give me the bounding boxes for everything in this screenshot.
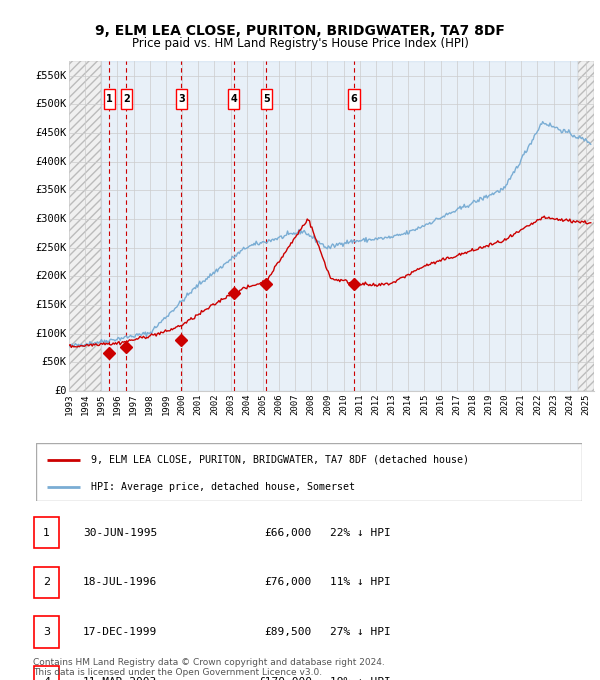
FancyBboxPatch shape <box>349 89 360 109</box>
FancyBboxPatch shape <box>176 89 187 109</box>
Text: 18-JUL-1996: 18-JUL-1996 <box>83 577 157 588</box>
Text: 2009: 2009 <box>323 394 332 415</box>
Text: £450K: £450K <box>35 128 67 138</box>
Text: 2023: 2023 <box>549 394 558 415</box>
Text: £400K: £400K <box>35 156 67 167</box>
Text: 1998: 1998 <box>145 394 154 415</box>
Text: 2018: 2018 <box>469 394 478 415</box>
Text: 2012: 2012 <box>371 394 380 415</box>
Text: HPI: Average price, detached house, Somerset: HPI: Average price, detached house, Some… <box>91 481 355 492</box>
Text: 5: 5 <box>263 94 270 104</box>
Text: 2007: 2007 <box>290 394 299 415</box>
Text: 1993: 1993 <box>65 394 74 415</box>
Text: 2005: 2005 <box>259 394 268 415</box>
Text: Price paid vs. HM Land Registry's House Price Index (HPI): Price paid vs. HM Land Registry's House … <box>131 37 469 50</box>
Text: 17-DEC-1999: 17-DEC-1999 <box>83 627 157 637</box>
Text: £350K: £350K <box>35 185 67 195</box>
Text: 2016: 2016 <box>436 394 445 415</box>
Text: 2011: 2011 <box>355 394 364 415</box>
Text: 2019: 2019 <box>485 394 493 415</box>
Text: 2001: 2001 <box>194 394 203 415</box>
Text: 2021: 2021 <box>517 394 526 415</box>
Text: 30-JUN-1995: 30-JUN-1995 <box>83 528 157 538</box>
Text: 4: 4 <box>230 94 237 104</box>
Text: 1: 1 <box>106 94 113 104</box>
Text: 3: 3 <box>178 94 185 104</box>
Text: £50K: £50K <box>41 357 67 367</box>
Text: 4: 4 <box>43 677 50 680</box>
FancyBboxPatch shape <box>228 89 239 109</box>
Text: 19% ↓ HPI: 19% ↓ HPI <box>330 677 391 680</box>
Text: 1996: 1996 <box>113 394 122 415</box>
Text: Contains HM Land Registry data © Crown copyright and database right 2024.: Contains HM Land Registry data © Crown c… <box>33 658 385 667</box>
Text: 11% ↓ HPI: 11% ↓ HPI <box>330 577 391 588</box>
Text: 2000: 2000 <box>178 394 187 415</box>
Bar <box>101 61 578 391</box>
Text: 2017: 2017 <box>452 394 461 415</box>
Text: £66,000: £66,000 <box>265 528 312 538</box>
Text: 2015: 2015 <box>420 394 429 415</box>
Text: 1: 1 <box>43 528 50 538</box>
Text: 2: 2 <box>43 577 50 588</box>
Text: 2006: 2006 <box>275 394 284 415</box>
FancyBboxPatch shape <box>121 89 132 109</box>
FancyBboxPatch shape <box>104 89 115 109</box>
Text: £170,000: £170,000 <box>258 677 312 680</box>
Text: 2025: 2025 <box>581 394 590 415</box>
Text: £76,000: £76,000 <box>265 577 312 588</box>
Text: 1997: 1997 <box>129 394 138 415</box>
Text: 1999: 1999 <box>161 394 170 415</box>
Text: £150K: £150K <box>35 300 67 310</box>
Text: 27% ↓ HPI: 27% ↓ HPI <box>330 627 391 637</box>
Text: 2003: 2003 <box>226 394 235 415</box>
Text: 2004: 2004 <box>242 394 251 415</box>
Text: This data is licensed under the Open Government Licence v3.0.: This data is licensed under the Open Gov… <box>33 668 322 677</box>
Text: 2020: 2020 <box>500 394 509 415</box>
Text: 2: 2 <box>123 94 130 104</box>
Text: £100K: £100K <box>35 328 67 339</box>
Text: 2002: 2002 <box>210 394 219 415</box>
Text: £89,500: £89,500 <box>265 627 312 637</box>
Text: 2024: 2024 <box>565 394 574 415</box>
Text: 1995: 1995 <box>97 394 106 415</box>
Text: £300K: £300K <box>35 214 67 224</box>
Text: 22% ↓ HPI: 22% ↓ HPI <box>330 528 391 538</box>
Text: £550K: £550K <box>35 71 67 80</box>
Text: 11-MAR-2003: 11-MAR-2003 <box>83 677 157 680</box>
Text: £0: £0 <box>54 386 67 396</box>
Text: 6: 6 <box>351 94 358 104</box>
Text: 9, ELM LEA CLOSE, PURITON, BRIDGWATER, TA7 8DF: 9, ELM LEA CLOSE, PURITON, BRIDGWATER, T… <box>95 24 505 38</box>
Text: 9, ELM LEA CLOSE, PURITON, BRIDGWATER, TA7 8DF (detached house): 9, ELM LEA CLOSE, PURITON, BRIDGWATER, T… <box>91 454 469 464</box>
Text: £250K: £250K <box>35 243 67 252</box>
Text: £500K: £500K <box>35 99 67 109</box>
Text: 2022: 2022 <box>533 394 542 415</box>
FancyBboxPatch shape <box>261 89 272 109</box>
Text: 3: 3 <box>43 627 50 637</box>
Text: 2013: 2013 <box>388 394 397 415</box>
Text: 2008: 2008 <box>307 394 316 415</box>
Text: 2014: 2014 <box>404 394 413 415</box>
Text: 2010: 2010 <box>339 394 348 415</box>
Text: £200K: £200K <box>35 271 67 282</box>
Text: 1994: 1994 <box>80 394 89 415</box>
